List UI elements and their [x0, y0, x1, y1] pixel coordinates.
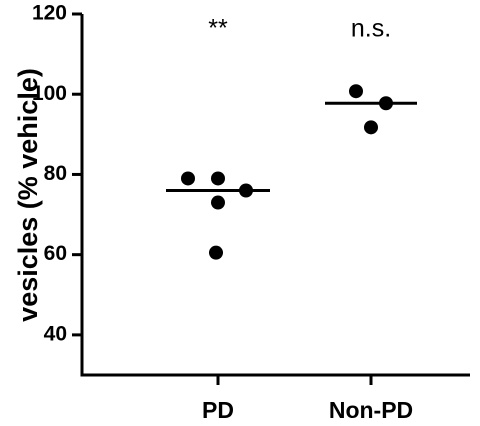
y-tick-label: 80 — [44, 162, 67, 185]
dot — [209, 245, 223, 260]
dot — [211, 171, 225, 186]
y-axis-label: vesicles (% vehicle) — [13, 68, 43, 322]
x-tick-label: PD — [202, 397, 234, 423]
annotation: ** — [208, 15, 228, 43]
dot — [181, 171, 195, 186]
y-tick-label: 120 — [32, 2, 67, 25]
x-tick-label: Non-PD — [329, 397, 413, 423]
y-tick-label: 100 — [32, 82, 67, 105]
y-tick-label: 40 — [44, 322, 67, 345]
dot — [349, 84, 363, 99]
dot — [364, 120, 378, 135]
y-tick-label: 60 — [44, 242, 67, 265]
annotation: n.s. — [351, 15, 391, 43]
dot — [211, 195, 225, 210]
